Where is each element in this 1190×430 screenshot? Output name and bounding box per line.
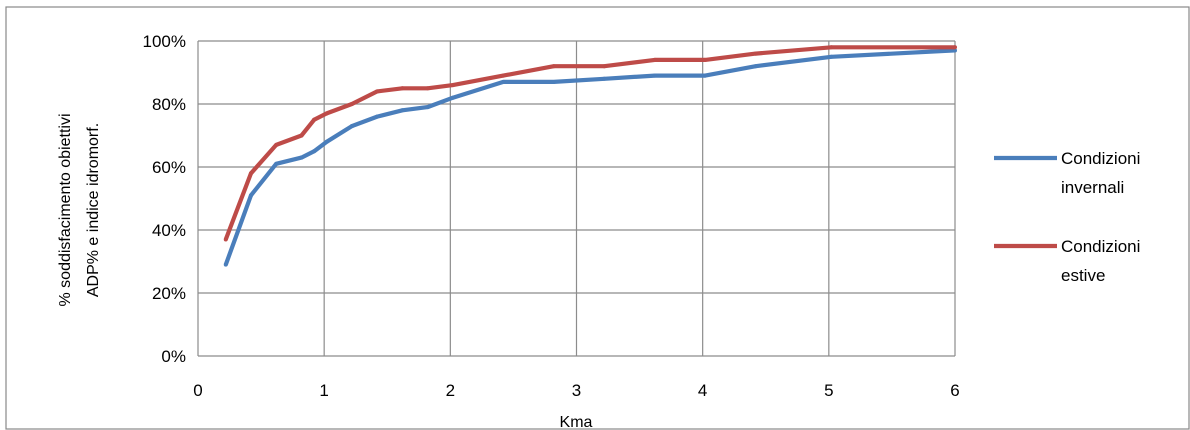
x-tick-label: 4 bbox=[698, 381, 707, 400]
y-axis-title-line-1: % soddisfacimento obiettivi bbox=[57, 114, 74, 307]
data-point bbox=[501, 73, 506, 78]
data-point bbox=[349, 102, 354, 106]
legend-label: estive bbox=[1061, 266, 1105, 285]
y-tick-label: 100% bbox=[143, 32, 186, 51]
y-tick-label: 20% bbox=[152, 284, 186, 303]
data-point bbox=[953, 45, 957, 50]
data-point bbox=[652, 57, 657, 62]
data-point bbox=[551, 79, 556, 84]
data-point bbox=[312, 149, 317, 154]
y-tick-label: 40% bbox=[152, 221, 186, 240]
x-tick-label: 2 bbox=[446, 381, 455, 400]
legend-label: Condizioni bbox=[1061, 237, 1140, 256]
x-tick-label: 5 bbox=[824, 381, 833, 400]
data-point bbox=[274, 161, 279, 166]
x-tick-label: 1 bbox=[319, 381, 328, 400]
data-point bbox=[274, 142, 279, 147]
grid-layer bbox=[197, 40, 956, 357]
data-point bbox=[400, 86, 405, 91]
data-point bbox=[753, 64, 758, 69]
data-point bbox=[248, 171, 253, 176]
data-point bbox=[602, 64, 607, 69]
series-1 bbox=[223, 48, 957, 267]
data-point bbox=[349, 124, 354, 129]
data-point bbox=[425, 105, 430, 110]
legend-label: invernali bbox=[1061, 178, 1124, 197]
legend-item-2: Condizioni estive bbox=[994, 237, 1140, 285]
data-point bbox=[248, 193, 253, 198]
data-point bbox=[551, 64, 556, 69]
y-axis-title-line-2: ADP% e indice idromorf. bbox=[85, 123, 102, 297]
data-point bbox=[400, 108, 405, 113]
data-point bbox=[375, 89, 380, 94]
y-axis-title: % soddisfacimento obiettivi ADP% e indic… bbox=[57, 114, 102, 307]
data-point bbox=[425, 86, 430, 91]
data-point bbox=[450, 95, 455, 100]
data-point bbox=[324, 139, 329, 144]
series-2 bbox=[223, 45, 957, 242]
legend-label: Condizioni bbox=[1061, 149, 1140, 168]
data-point bbox=[953, 48, 957, 53]
data-point bbox=[602, 76, 607, 81]
data-point bbox=[375, 114, 380, 119]
data-point bbox=[753, 51, 758, 56]
data-point bbox=[450, 83, 455, 88]
x-tick-label: 3 bbox=[572, 381, 581, 400]
data-point bbox=[829, 54, 834, 59]
data-point bbox=[703, 73, 708, 78]
data-point bbox=[829, 45, 834, 50]
data-point bbox=[223, 237, 228, 242]
data-point bbox=[652, 73, 657, 78]
data-point bbox=[324, 111, 329, 116]
data-point bbox=[501, 79, 506, 84]
data-point bbox=[703, 57, 708, 62]
legend: Condizioni invernali Condizioni estive bbox=[994, 149, 1140, 285]
series-layer bbox=[223, 45, 957, 267]
data-point bbox=[312, 117, 317, 122]
tick-layer: 0% 20% 40% 60% 80% 100% 0 1 2 3 4 5 6 bbox=[143, 32, 960, 400]
x-tick-label: 6 bbox=[950, 381, 959, 400]
data-point bbox=[299, 155, 304, 160]
data-point bbox=[223, 262, 228, 267]
y-tick-label: 80% bbox=[152, 95, 186, 114]
x-tick-label: 0 bbox=[193, 381, 202, 400]
data-point bbox=[299, 133, 304, 138]
y-tick-label: 60% bbox=[152, 158, 186, 177]
y-tick-label: 0% bbox=[161, 347, 186, 366]
legend-item-1: Condizioni invernali bbox=[994, 149, 1140, 197]
x-axis-title: Kma bbox=[560, 414, 593, 430]
